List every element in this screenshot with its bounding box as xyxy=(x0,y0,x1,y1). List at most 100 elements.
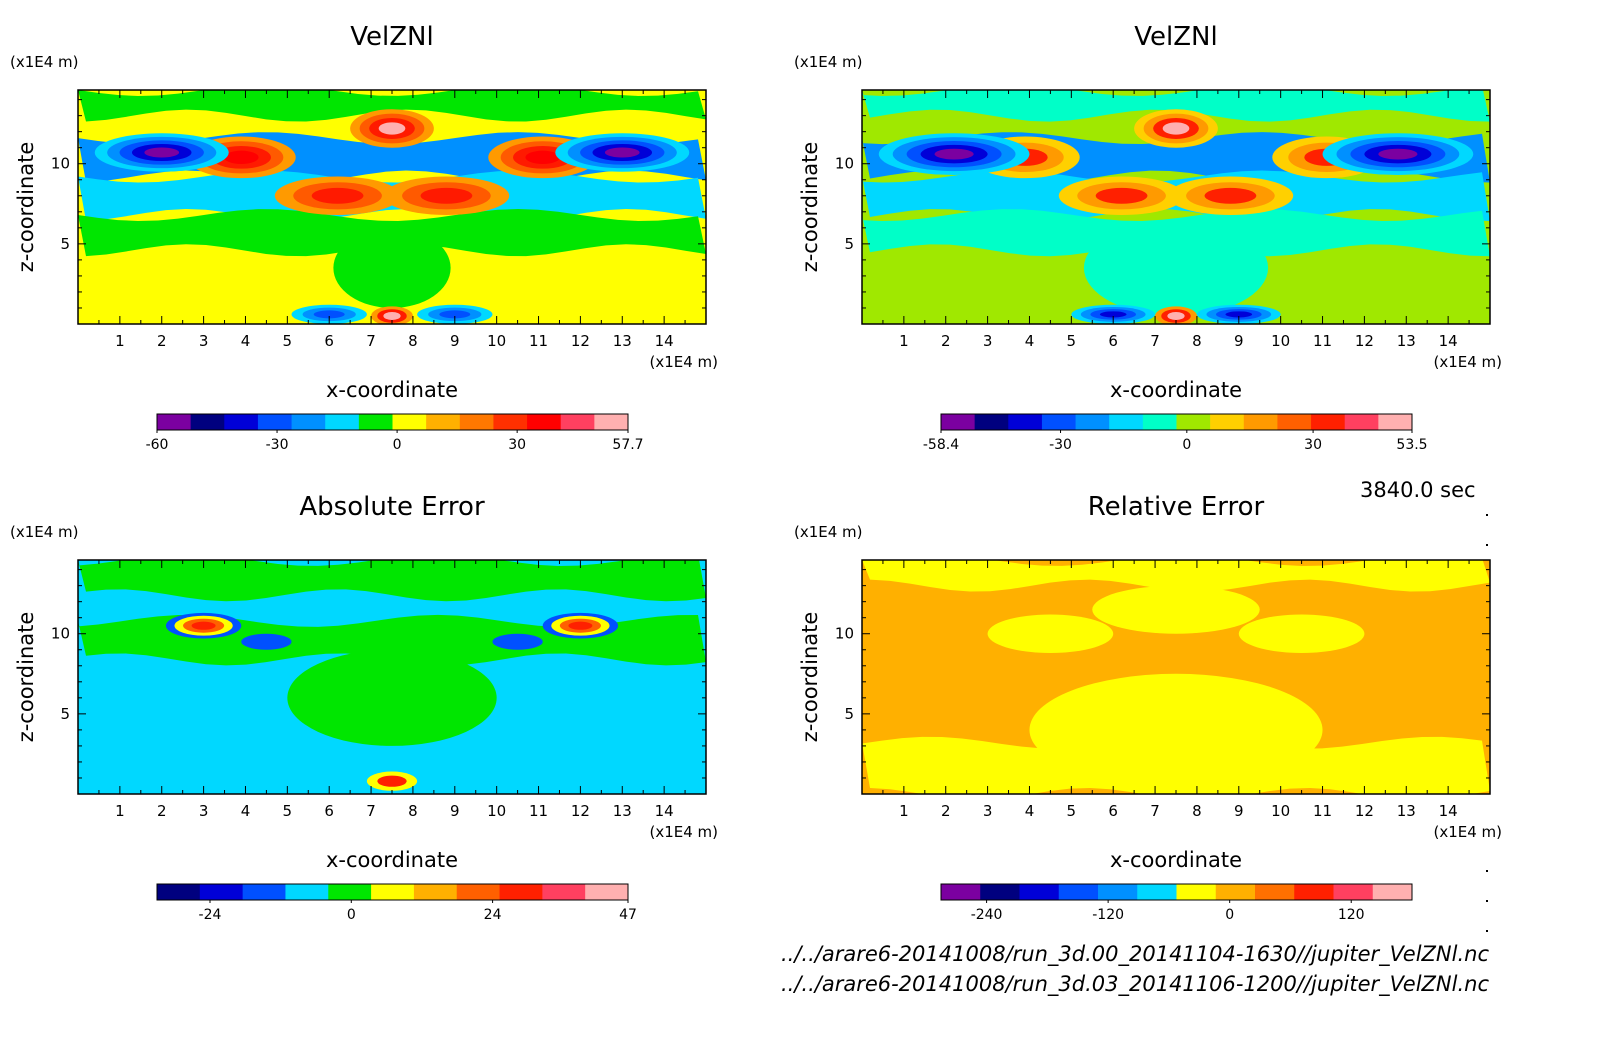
colorbar-tick-label: -30 xyxy=(1049,437,1072,453)
contour-region xyxy=(1099,311,1127,318)
colorbar-swatch xyxy=(371,884,415,900)
x-tick-label: 7 xyxy=(1150,332,1160,350)
x-tick-label: 9 xyxy=(1234,802,1244,820)
colorbar-swatch xyxy=(1075,414,1110,430)
x-unit-label: (x1E4 m) xyxy=(649,353,718,371)
x-tick-label: 13 xyxy=(1397,802,1416,820)
x-tick-label: 4 xyxy=(241,332,251,350)
colorbar-swatch xyxy=(499,884,543,900)
contour-region xyxy=(223,150,259,164)
y-axis-label: z-coordinate xyxy=(14,612,38,743)
x-axis-label: x-coordinate xyxy=(1110,378,1242,402)
chart-absolute-error: Absolute Error (x1E4 m) (x1E4 m) z-coordina… xyxy=(10,492,718,923)
x-tick-label: 4 xyxy=(1025,332,1035,350)
x-tick-label: 8 xyxy=(1192,802,1202,820)
chart-velznl-run00: VelZNl (x1E4 m) (x1E4 m) z-coordinate x-coor… xyxy=(10,22,718,453)
contour-region xyxy=(1029,673,1323,786)
x-tick-label: 11 xyxy=(1313,802,1332,820)
contour-region xyxy=(1204,187,1257,204)
colorbar-swatch xyxy=(974,414,1009,430)
x-tick-label: 9 xyxy=(450,802,460,820)
margin-dot xyxy=(1486,544,1488,546)
file-path-2: ../../arare6-20141008/run_3d.03_20141106… xyxy=(780,972,1489,996)
colorbar-swatch xyxy=(1210,414,1245,430)
colorbar-frame xyxy=(940,413,1413,431)
margin-dot xyxy=(1486,900,1488,902)
y-tick-label: 10 xyxy=(51,155,70,173)
contour-region xyxy=(934,148,974,160)
contour-region xyxy=(144,147,180,158)
field-band xyxy=(78,90,706,122)
x-tick-label: 7 xyxy=(1150,802,1160,820)
contour-region xyxy=(604,147,640,158)
colorbar-swatch xyxy=(257,414,293,430)
colorbar-tick-label: 0 xyxy=(1182,437,1191,453)
field-band xyxy=(862,90,1490,122)
colorbar-tick-label: 24 xyxy=(484,907,502,923)
x-tick-label: 7 xyxy=(366,802,376,820)
colorbar-swatch xyxy=(242,884,286,900)
colorbar-tick-label: 57.7 xyxy=(612,437,643,453)
file-path-1: ../../arare6-20141008/run_3d.00_20141104… xyxy=(780,942,1489,966)
colorbar-tick-label: 30 xyxy=(1304,437,1322,453)
x-tick-label: 13 xyxy=(1397,332,1416,350)
chart-relative-error: Relative Error (x1E4 m) (x1E4 m) z-coordina… xyxy=(794,492,1502,923)
x-tick-label: 1 xyxy=(115,802,125,820)
y-tick-label: 5 xyxy=(844,235,854,253)
colorbar-tick-label: 0 xyxy=(393,437,402,453)
colorbar-frame xyxy=(940,883,1413,901)
contour-region xyxy=(439,310,471,319)
colorbar-swatch xyxy=(493,414,528,430)
colorbar-swatch xyxy=(456,884,501,900)
plot-field xyxy=(862,90,1490,324)
x-tick-label: 3 xyxy=(199,332,209,350)
colorbar-swatch xyxy=(392,414,427,430)
field-band xyxy=(862,560,1490,592)
colorbar-tick-label: 30 xyxy=(508,437,526,453)
colorbar-swatch xyxy=(1176,884,1217,900)
contour-region xyxy=(383,312,401,320)
x-tick-label: 1 xyxy=(899,802,909,820)
x-tick-label: 2 xyxy=(157,802,167,820)
x-tick-label: 8 xyxy=(1192,332,1202,350)
x-tick-label: 5 xyxy=(1067,332,1077,350)
colorbar-swatch xyxy=(1255,884,1295,900)
colorbar-swatch xyxy=(1378,414,1413,430)
colorbar-swatch xyxy=(328,884,372,900)
colorbar-swatch xyxy=(941,414,976,430)
x-tick-label: 14 xyxy=(1439,802,1458,820)
y-tick-label: 10 xyxy=(835,155,854,173)
contour-region xyxy=(287,649,497,746)
y-axis-label: z-coordinate xyxy=(14,142,38,273)
contour-region xyxy=(568,621,593,630)
colorbar-swatch xyxy=(1294,884,1334,900)
colorbar-tick-label: -24 xyxy=(199,907,222,923)
x-tick-label: 14 xyxy=(655,802,674,820)
colorbar-swatch xyxy=(1333,884,1374,900)
x-tick-label: 12 xyxy=(571,802,590,820)
contour-region xyxy=(191,621,216,630)
contour-region xyxy=(1225,311,1253,318)
colorbar-tick-label: 0 xyxy=(347,907,356,923)
colorbar-swatch xyxy=(157,414,192,430)
contour-region xyxy=(377,775,407,787)
y-axis-label: z-coordinate xyxy=(798,612,822,743)
x-tick-label: 13 xyxy=(613,802,632,820)
y-tick-label: 10 xyxy=(51,625,70,643)
panel-velznl-run03: VelZNl (x1E4 m) (x1E4 m) z-coordinate x-coor… xyxy=(784,0,1544,470)
x-tick-label: 12 xyxy=(571,332,590,350)
contour-region xyxy=(313,310,345,319)
colorbar-tick-label: -30 xyxy=(266,437,289,453)
colorbar-swatch xyxy=(1372,884,1413,900)
x-tick-label: 1 xyxy=(115,332,125,350)
colorbar-tick-label: 0 xyxy=(1225,907,1234,923)
colorbar-tick-label: 120 xyxy=(1338,907,1365,923)
colorbar-tick-label: 53.5 xyxy=(1396,437,1427,453)
x-tick-label: 9 xyxy=(450,332,460,350)
x-tick-label: 10 xyxy=(487,332,506,350)
plot-field xyxy=(78,560,706,794)
contour-region xyxy=(1378,148,1418,160)
colorbar-swatch xyxy=(1008,414,1043,430)
margin-dot xyxy=(1486,514,1488,516)
colorbar-swatch xyxy=(560,414,595,430)
